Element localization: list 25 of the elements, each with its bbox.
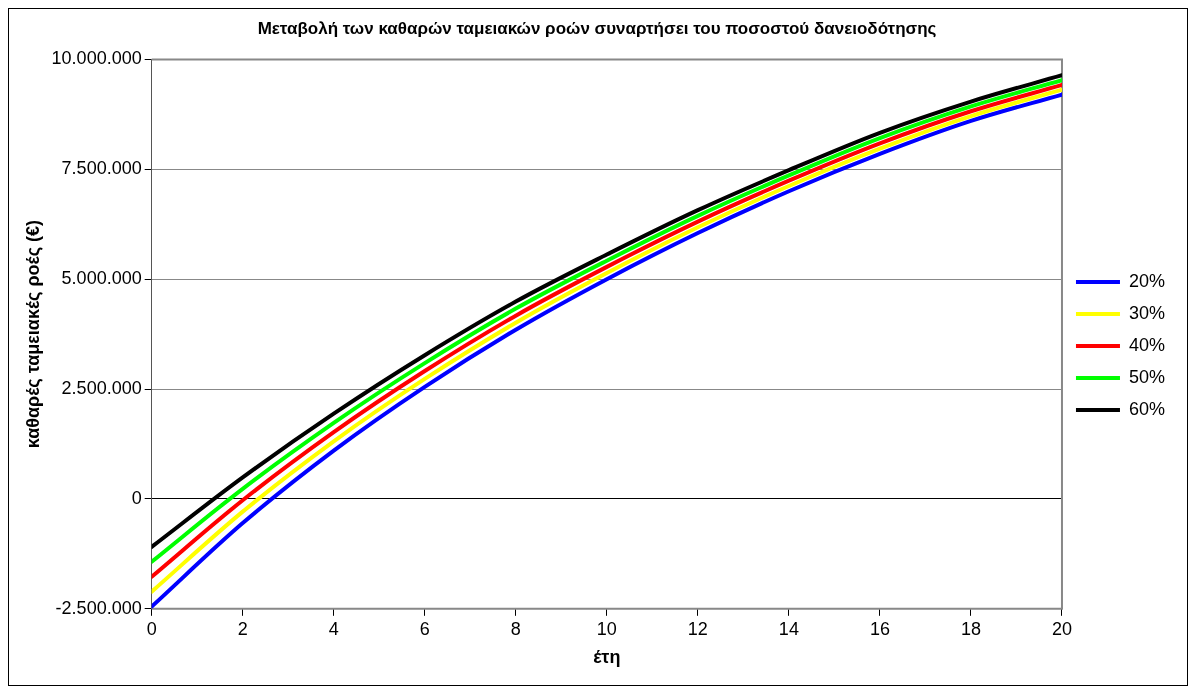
x-tick-label: 10 xyxy=(596,618,617,639)
legend-label: 60% xyxy=(1128,398,1165,419)
x-tick-label: 8 xyxy=(510,618,521,639)
y-tick-label: 0 xyxy=(131,487,142,508)
y-tick-label: 2.500.000 xyxy=(61,378,142,399)
y-tick-label: 7.500.000 xyxy=(61,158,142,179)
x-axis-title: έτη xyxy=(593,647,621,668)
x-tick-label: 2 xyxy=(237,618,248,639)
legend-label: 30% xyxy=(1128,302,1165,323)
x-tick-label: 0 xyxy=(146,618,157,639)
y-axis-title: καθαρές ταμειακές ροές (€) xyxy=(22,219,43,449)
legend-label: 40% xyxy=(1128,334,1165,355)
y-tick-label: 10.000.000 xyxy=(51,48,142,69)
x-tick-label: 4 xyxy=(328,618,339,639)
y-tick-label: -2.500.000 xyxy=(55,597,142,618)
x-tick-label: 6 xyxy=(419,618,430,639)
x-tick-label: 14 xyxy=(778,618,799,639)
legend-label: 50% xyxy=(1128,366,1165,387)
x-tick-label: 18 xyxy=(960,618,981,639)
legend-label: 20% xyxy=(1128,270,1165,291)
x-tick-label: 20 xyxy=(1051,618,1072,639)
y-tick-label: 5.000.000 xyxy=(61,268,142,289)
chart-title: Μεταβολή των καθαρών ταμειακών ροών συναρτήσει του ποσοστού δανειοδότησης xyxy=(257,18,937,38)
x-tick-label: 12 xyxy=(687,618,708,639)
x-tick-label: 16 xyxy=(869,618,890,639)
